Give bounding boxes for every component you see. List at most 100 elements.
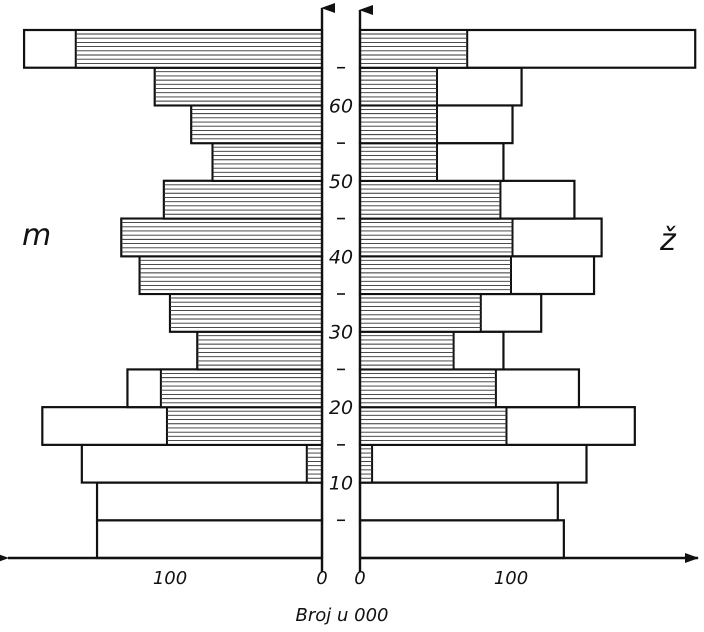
female-bar-group [358,481,559,522]
male-bar-group [168,292,324,333]
male-bar-hatch-lines [306,448,322,479]
female-bar-group [358,66,523,107]
male-bar-hatched [190,104,323,145]
male-bar-hatch-lines [154,71,322,102]
female-bar-group [358,255,596,296]
x-tick-label-left: 100 [153,568,187,589]
male-bar-group [190,104,324,145]
male-bar-group [138,255,324,296]
male-bar-hatch-lines [139,259,322,291]
age-tick-label: 60 [329,95,353,117]
age-labels: 10 20 30 40 50 60 [329,95,353,494]
age-tick-label: 40 [329,246,353,268]
female-bar-hatched [359,293,482,333]
female-bar-hatch-lines [360,335,454,366]
male-bar-outline [95,481,324,522]
age-tick-label: 30 [329,322,353,344]
female-bar-hatch-lines [360,146,438,177]
female-bar-outline [358,481,559,522]
male-bar-hatch-lines [191,108,322,140]
x-tick-label-left: 0 [316,568,327,589]
male-bar-group [196,330,324,371]
female-bar-group [358,406,636,446]
female-bar-hatched [359,29,469,69]
male-bar-group [162,179,324,220]
female-bar-hatched [359,443,374,484]
male-bar-hatched [169,293,323,333]
female-bar-outline [358,519,565,560]
male-bar-hatched [74,29,324,69]
female-side-label: ž [659,223,677,258]
male-bar-group [80,443,324,484]
male-bar-hatched [211,142,323,182]
x-tick-labels: 100 0 0 100 [153,568,528,589]
male-bar-hatch-lines [160,372,322,404]
female-bar-hatched [359,330,455,371]
female-bar-group [358,330,505,371]
female-bar-hatched [359,142,439,182]
male-bar-hatched [162,179,323,220]
male-bar-hatched [305,443,323,484]
male-bar-hatched [165,406,323,446]
male-bar-hatched [138,255,323,295]
female-bar-hatched [359,104,439,145]
male-bar-hatched [196,330,323,371]
male-bar-hatch-lines [121,222,322,253]
male-bar-hatch-lines [163,184,322,215]
female-bar-hatch-lines [360,222,513,253]
age-tick-label: 20 [329,397,353,419]
female-bar-hatch-lines [360,33,468,64]
axes-layer [0,3,699,572]
male-bar-outline [95,519,324,560]
male-bar-group [41,406,324,446]
female-bar-hatched [359,217,514,258]
male-bar-hatch-lines [166,410,322,441]
male-bar-group [211,142,324,182]
female-bar-group [358,142,505,182]
male-bar-group [95,481,324,522]
female-bar-hatched [359,406,508,446]
male-bar-group [153,66,324,107]
male-bar-group [95,519,324,560]
female-bar-hatch-lines [360,297,481,328]
female-bar-hatch-lines [360,448,373,479]
male-side-label: m [22,218,51,253]
female-bar-hatch-lines [360,410,507,441]
female-bar-hatch-lines [360,71,438,102]
female-bar-hatch-lines [360,108,438,140]
female-bar-group [358,519,565,560]
age-tick-label: 10 [329,473,353,495]
female-bar-group [358,217,603,258]
male-bar-group [22,28,324,69]
male-bar-hatch-lines [75,33,322,64]
female-bar-hatch-lines [360,259,511,291]
female-bar-hatched [359,179,502,220]
x-tick-label-right: 0 [354,568,365,589]
female-bar-hatch-lines [360,184,501,215]
male-bar-hatch-lines [197,335,322,366]
female-bar-group [358,179,576,220]
female-bar-group [358,104,514,145]
female-bar-group [358,368,581,409]
male-bar-group [120,217,324,258]
male-bar-group [126,368,324,409]
bars-layer [22,28,697,560]
age-tick-label: 50 [329,171,353,193]
x-tick-label-right: 100 [494,568,528,589]
male-bar-outline [80,443,324,484]
female-bar-hatched [359,368,497,409]
male-bar-hatch-lines [212,146,322,177]
female-bar-group [358,28,697,69]
male-bar-hatched [153,66,323,107]
male-bar-hatched [159,368,323,409]
female-bar-group [358,443,588,484]
female-bar-hatched [359,255,512,295]
female-bar-hatched [359,66,439,107]
male-bar-hatch-lines [170,297,322,328]
male-bar-hatched [120,217,323,258]
female-bar-group [358,292,543,333]
female-bar-hatch-lines [360,372,496,404]
female-bar-outline [358,443,588,484]
